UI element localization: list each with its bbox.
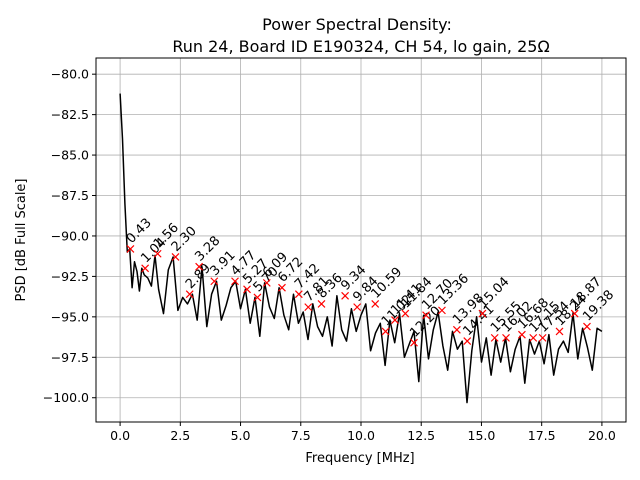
- peak-marker: [126, 244, 135, 253]
- x-axis-label: Frequency [MHz]: [305, 451, 414, 466]
- plot-area: [119, 93, 603, 404]
- peak-marker: [410, 338, 418, 347]
- y-tick-label: −80.0: [51, 67, 89, 82]
- peak-marker: [371, 299, 380, 308]
- y-tick-label: −85.0: [51, 148, 89, 163]
- peak-marker: [381, 327, 390, 336]
- peak-marker: [422, 311, 430, 320]
- y-axis-label: PSD [dB Full Scale]: [14, 178, 29, 301]
- peak-marker: [278, 283, 286, 292]
- peak-marker: [262, 278, 271, 287]
- y-tick-label: −87.5: [51, 188, 89, 203]
- x-tick-label: 2.5: [170, 428, 190, 443]
- x-tick-label: 15.0: [468, 428, 496, 443]
- x-tick-label: 7.5: [291, 428, 311, 443]
- peak-marker: [341, 291, 350, 300]
- peak-marker: [529, 333, 538, 342]
- peak-marker: [401, 309, 410, 318]
- peak-marker: [555, 327, 564, 336]
- y-tick-label: −97.5: [51, 350, 89, 365]
- peak-marker: [438, 306, 446, 315]
- peak-marker: [570, 309, 579, 318]
- peak-marker: [452, 325, 461, 334]
- peak-marker: [141, 264, 150, 273]
- peak-marker: [253, 293, 262, 302]
- peak-marker: [210, 277, 219, 286]
- y-tick-label: −100.0: [43, 390, 89, 405]
- y-tick-label: −95.0: [51, 309, 89, 324]
- peak-marker: [171, 253, 180, 261]
- chart-title-line-2: Run 24, Board ID E190324, CH 54, lo gain…: [172, 37, 549, 56]
- x-tick-label: 20.0: [588, 428, 616, 443]
- peak-marker: [195, 262, 204, 271]
- peak-marker: [294, 290, 303, 299]
- y-tick-label: −82.5: [51, 107, 89, 122]
- peak-marker: [518, 330, 526, 339]
- x-tick-label: 0.0: [110, 428, 130, 443]
- peak-marker: [538, 333, 547, 342]
- chart-title-line-1: Power Spectral Density:: [262, 15, 452, 34]
- peak-marker: [153, 249, 162, 258]
- grid: [96, 58, 626, 422]
- x-tick-label: 12.5: [407, 428, 435, 443]
- peak-marker: [231, 277, 239, 286]
- peak-marker: [243, 285, 251, 294]
- peak-marker: [304, 303, 313, 312]
- x-tick-label: 17.5: [528, 428, 556, 443]
- axis-ticks: 0.0 2.5 5.0 7.5 10.0 12.5 15.0 17.5 20.0 −100.0 −9…: [43, 67, 616, 443]
- psd-series-line: [119, 93, 603, 404]
- peak-marker: [185, 290, 194, 299]
- peak-marker: [583, 322, 591, 331]
- x-tick-label: 5.0: [231, 428, 251, 443]
- peak-marker: [353, 303, 362, 312]
- y-tick-label: −90.0: [51, 228, 89, 243]
- peak-marker: [463, 337, 472, 346]
- peak-marker: [502, 333, 510, 342]
- peak-marker: [391, 316, 399, 325]
- peak-marker: [317, 299, 326, 308]
- peak-label: 0.43: [124, 216, 155, 247]
- peak-annotations: 0.431.041.562.302.893.283.914.775.275.70…: [124, 216, 617, 347]
- peak-marker: [490, 333, 499, 342]
- y-tick-label: −92.5: [51, 269, 89, 284]
- x-tick-label: 10.0: [347, 428, 375, 443]
- peak-marker: [478, 309, 487, 318]
